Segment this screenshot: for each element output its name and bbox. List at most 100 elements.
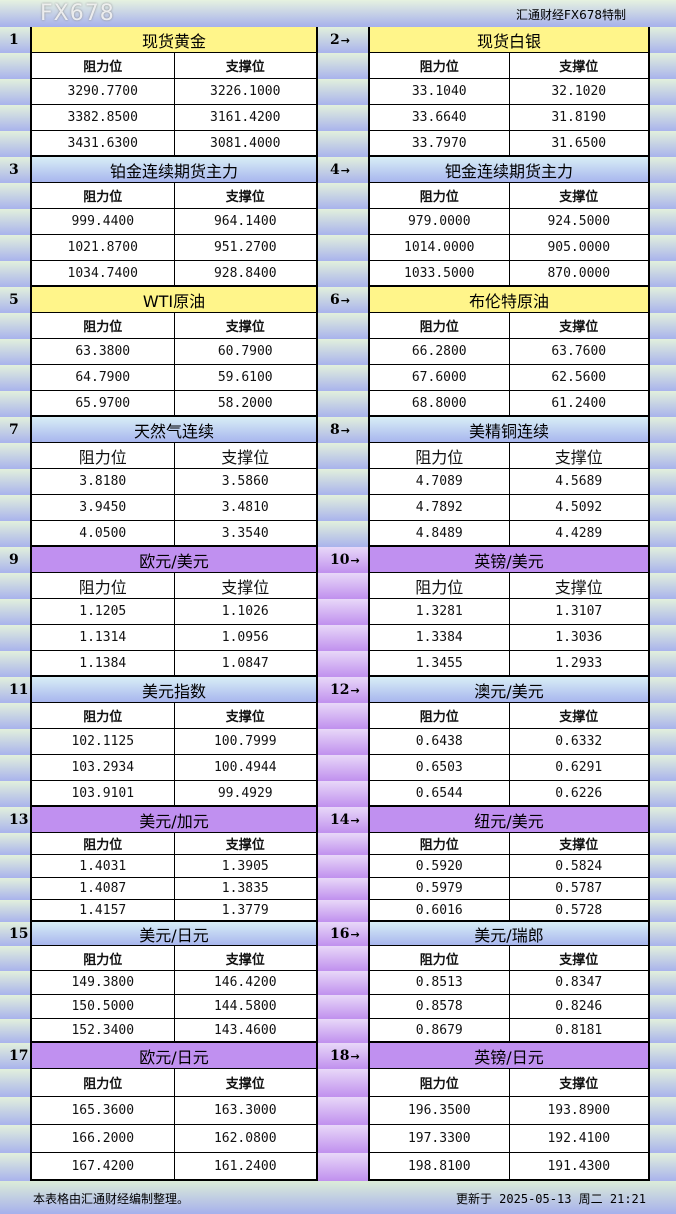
- side-stripe: [0, 878, 30, 900]
- instrument-number: 7: [9, 422, 19, 438]
- side-stripe: [0, 625, 30, 651]
- side-stripe: [648, 946, 676, 971]
- support-value: 60.7900: [173, 339, 317, 364]
- resistance-value: 1.4157: [79, 902, 127, 918]
- resistance-value: 3.8180: [79, 474, 127, 489]
- support-header: 支撑位: [173, 53, 317, 78]
- side-stripe: [0, 573, 30, 599]
- table-row: 0.6016 0.5728: [370, 900, 648, 922]
- column-header-row: 阻力位 支撑位: [370, 946, 648, 971]
- support-value: 143.4600: [173, 1019, 317, 1041]
- resistance-header: 阻力位: [415, 447, 464, 467]
- support-value: 163.3000: [173, 1097, 317, 1124]
- support-value: 1.3905: [173, 855, 317, 877]
- resistance-header: 阻力位: [415, 577, 464, 597]
- table-row: 3.8180 3.5860: [32, 469, 316, 495]
- support-value: 58.2000: [173, 391, 317, 415]
- support-header: 支撑位: [173, 183, 317, 208]
- table-row: 1034.7400 928.8400: [32, 261, 316, 287]
- instrument-table: 美元/瑞郎 阻力位 支撑位 0.8513 0.8347 0.8578 0.8246 0.867…: [368, 922, 650, 1043]
- support-value: 193.8900: [508, 1097, 649, 1124]
- side-stripe: [0, 755, 30, 781]
- resistance-value: 1.3384: [415, 630, 463, 645]
- table-row: 3382.8500 3161.4200: [32, 105, 316, 131]
- resistance-value: 1.4087: [79, 881, 127, 896]
- table-row: 33.1040 32.1020: [370, 79, 648, 105]
- support-header: 支撑位: [173, 703, 317, 728]
- side-stripe: [648, 703, 676, 729]
- support-value: 61.2400: [508, 391, 649, 415]
- table-row: 0.6503 0.6291: [370, 755, 648, 781]
- table-row: 3290.7700 3226.1000: [32, 79, 316, 105]
- instrument-number-label: 5: [9, 287, 19, 313]
- instrument-number: 4: [330, 162, 340, 178]
- side-stripe: [0, 971, 30, 995]
- support-value: 0.5824: [508, 855, 649, 877]
- table-row: 63.3800 60.7900: [32, 339, 316, 365]
- side-stripe: [0, 900, 30, 922]
- side-stripe: [0, 995, 30, 1019]
- arrow-icon: →: [350, 1049, 360, 1063]
- support-value: 0.5728: [508, 900, 649, 920]
- resistance-header: 阻力位: [419, 60, 459, 75]
- resistance-value: 103.2934: [71, 760, 135, 775]
- instrument-number-label: 17: [9, 1043, 28, 1069]
- instrument-title: 欧元/美元: [32, 547, 316, 573]
- resistance-header: 阻力位: [83, 190, 123, 205]
- instrument-table: WTI原油 阻力位 支撑位 63.3800 60.7900 64.7900 59.6100 6…: [30, 287, 318, 417]
- resistance-value: 102.1125: [71, 734, 135, 749]
- resistance-header: 阻力位: [78, 447, 127, 467]
- table-row: 166.2000 162.0800: [32, 1125, 316, 1153]
- column-header-row: 阻力位 支撑位: [32, 573, 316, 599]
- support-value: 0.5787: [508, 878, 649, 899]
- side-stripe: [648, 900, 676, 922]
- table-row: 4.0500 3.3540: [32, 521, 316, 547]
- resistance-value: 1.1314: [79, 630, 127, 645]
- column-header-row: 阻力位 支撑位: [370, 183, 648, 209]
- instrument-table: 铂金连续期货主力 阻力位 支撑位 999.4400 964.1400 1021.8700 9…: [30, 157, 318, 287]
- resistance-value: 1033.5000: [404, 265, 475, 281]
- resistance-value: 0.8513: [415, 975, 463, 990]
- side-stripe: [648, 1069, 676, 1097]
- instrument-table: 布伦特原油 阻力位 支撑位 66.2800 63.7600 67.6000 62.5600 6…: [368, 287, 650, 417]
- resistance-header: 阻力位: [419, 710, 459, 725]
- support-value: 100.7999: [173, 729, 317, 754]
- instrument-number: 6: [330, 292, 340, 308]
- side-stripe: [648, 971, 676, 995]
- support-value: 964.1400: [173, 209, 317, 234]
- table-row: 1.1314 1.0956: [32, 625, 316, 651]
- resistance-value: 152.3400: [71, 1022, 135, 1038]
- table-row: 979.0000 924.5000: [370, 209, 648, 235]
- instrument-table: 现货黄金 阻力位 支撑位 3290.7700 3226.1000 3382.8500 316…: [30, 27, 318, 157]
- resistance-value: 1034.7400: [67, 265, 138, 281]
- column-header-row: 阻力位 支撑位: [32, 946, 316, 971]
- resistance-value: 0.6503: [415, 760, 463, 775]
- instrument-number-label: 16 →: [330, 922, 360, 946]
- support-value: 144.5800: [173, 995, 317, 1018]
- support-header: 支撑位: [508, 183, 649, 208]
- support-value: 32.1020: [508, 79, 649, 104]
- instrument-title: 美元/加元: [32, 807, 316, 833]
- instrument-number-label: 11: [9, 677, 28, 703]
- instrument-title: 现货黄金: [32, 27, 316, 53]
- column-header-row: 阻力位 支撑位: [370, 53, 648, 79]
- instrument-number-label: 4 →: [330, 157, 350, 183]
- table-row: 0.5920 0.5824: [370, 855, 648, 878]
- resistance-value: 3382.8500: [67, 110, 138, 125]
- table-row: 167.4200 161.2400: [32, 1153, 316, 1181]
- resistance-value: 999.4400: [71, 214, 135, 229]
- side-stripe: [0, 1043, 30, 1069]
- instrument-number: 12: [330, 682, 350, 698]
- table-row: 0.6544 0.6226: [370, 781, 648, 807]
- column-header-row: 阻力位 支撑位: [32, 1069, 316, 1097]
- side-stripe: [648, 878, 676, 900]
- support-value: 870.0000: [508, 261, 649, 285]
- resistance-value: 68.8000: [411, 395, 467, 411]
- arrow-icon: →: [340, 163, 350, 177]
- instrument-number: 3: [9, 162, 19, 178]
- column-header-row: 阻力位 支撑位: [32, 703, 316, 729]
- resistance-value: 0.5920: [415, 858, 463, 874]
- instrument-title: 澳元/美元: [370, 677, 648, 703]
- support-header: 支撑位: [173, 946, 317, 970]
- instrument-title: WTI原油: [32, 287, 316, 313]
